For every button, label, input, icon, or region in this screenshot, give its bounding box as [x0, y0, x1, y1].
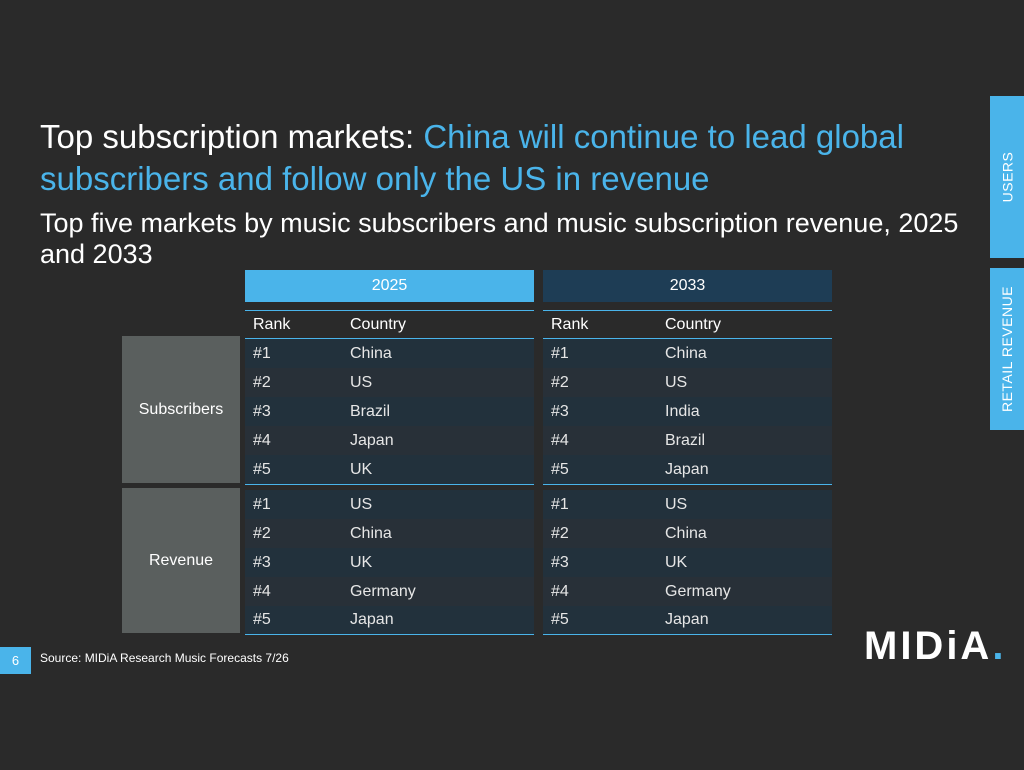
table-row: #3 UK [543, 548, 832, 577]
rank-cell: #2 [253, 373, 271, 391]
table-row: #1 China [543, 339, 832, 368]
column-header-row: Rank Country [245, 310, 534, 339]
table-row: #5 Japan [543, 455, 832, 484]
country-cell: US [665, 373, 688, 391]
table-row: #4 Germany [543, 577, 832, 606]
column-header-row: Rank Country [543, 310, 832, 339]
rank-cell: #5 [253, 611, 271, 628]
table-row: #2 China [543, 519, 832, 548]
country-cell: Germany [350, 582, 416, 600]
country-cell: UK [665, 553, 688, 571]
rank-header: Rank [551, 315, 589, 333]
year-header: 2033 [543, 270, 832, 302]
table-row: #5 Japan [245, 606, 534, 635]
side-tab-retail-revenue-label: RETAIL REVENUE [999, 285, 1015, 413]
table-row: #1 China [245, 339, 534, 368]
country-header: Country [665, 315, 722, 333]
country-cell: US [665, 495, 688, 513]
table-row: #5 Japan [543, 606, 832, 635]
country-cell: Brazil [665, 431, 706, 449]
page-number: 6 [0, 647, 31, 674]
country-cell: Germany [665, 582, 731, 600]
rank-cell: #4 [253, 431, 271, 449]
country-cell: India [665, 402, 700, 420]
country-cell: China [665, 344, 707, 362]
country-header: Country [350, 315, 407, 333]
country-cell: Japan [665, 611, 709, 628]
rank-cell: #3 [253, 402, 271, 420]
year-header: 2025 [245, 270, 534, 302]
rank-cell: #5 [551, 460, 569, 478]
table-row: #2 US [245, 368, 534, 397]
rank-cell: #5 [253, 460, 271, 478]
table-row: #1 US [245, 490, 534, 519]
country-cell: Japan [350, 611, 394, 628]
source-note: Source: MIDiA Research Music Forecasts 7… [40, 651, 289, 665]
group-label-subscribers: Subscribers [122, 336, 240, 483]
rank-cell: #1 [253, 344, 271, 362]
rank-cell: #2 [253, 524, 271, 542]
table-row: #4 Japan [245, 426, 534, 455]
country-cell: China [350, 524, 392, 542]
country-cell: UK [350, 460, 373, 478]
slide-title: Top subscription markets: China will con… [40, 116, 940, 200]
table-row: #4 Germany [245, 577, 534, 606]
table-row: #4 Brazil [543, 426, 832, 455]
rank-cell: #2 [551, 373, 569, 391]
country-cell: China [665, 524, 707, 542]
table-row: #3 UK [245, 548, 534, 577]
group-divider [245, 484, 534, 490]
midia-logo: MIDiA. [864, 623, 1007, 668]
group-label-revenue: Revenue [122, 488, 240, 633]
country-cell: Brazil [350, 402, 391, 420]
slide-subtitle: Top five markets by music subscribers an… [40, 208, 959, 269]
country-cell: Japan [350, 431, 394, 449]
title-lead: Top subscription markets: [40, 118, 424, 155]
country-cell: China [350, 344, 392, 362]
table-row: #2 China [245, 519, 534, 548]
rank-header: Rank [253, 315, 291, 333]
side-tab-retail-revenue[interactable]: RETAIL REVENUE [990, 268, 1024, 430]
rank-cell: #4 [253, 582, 271, 600]
rank-cell: #4 [551, 431, 569, 449]
country-cell: Japan [665, 460, 709, 478]
side-tab-users[interactable]: USERS [990, 96, 1024, 258]
rank-cell: #1 [551, 495, 569, 513]
rank-cell: #3 [253, 553, 271, 571]
group-divider [543, 484, 832, 490]
country-cell: UK [350, 553, 373, 571]
country-cell: US [350, 495, 373, 513]
logo-text: MIDiA [864, 623, 993, 668]
country-cell: US [350, 373, 373, 391]
table-2025: 2025 Rank Country #1 China #2 US #3 Brazil … [245, 270, 534, 635]
rank-cell: #4 [551, 582, 569, 600]
table-row: #1 US [543, 490, 832, 519]
table-row: #3 India [543, 397, 832, 426]
rank-cell: #3 [551, 553, 569, 571]
table-row: #5 UK [245, 455, 534, 484]
table-row: #3 Brazil [245, 397, 534, 426]
title-highlight: China will continue to lead global subsc… [40, 118, 904, 197]
rank-cell: #1 [551, 344, 569, 362]
rank-cell: #3 [551, 402, 569, 420]
rank-cell: #5 [551, 611, 569, 628]
rank-cell: #1 [253, 495, 271, 513]
table-row: #2 US [543, 368, 832, 397]
logo-dot: . [992, 623, 1007, 668]
side-tab-users-label: USERS [999, 151, 1016, 203]
table-2033: 2033 Rank Country #1 China #2 US #3 India #… [543, 270, 832, 635]
rank-cell: #2 [551, 524, 569, 542]
